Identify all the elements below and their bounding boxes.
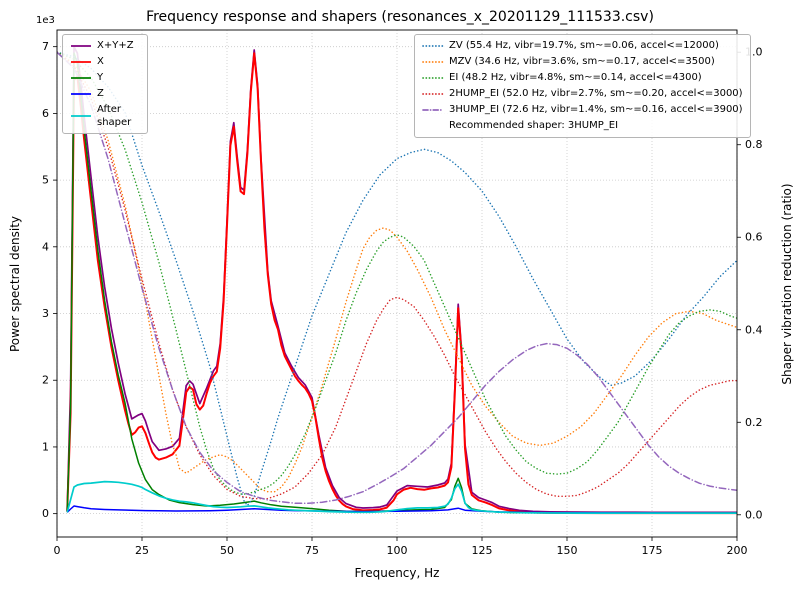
legend-entry-zv: ZV (55.4 Hz, vibr=19.7%, sm~=0.06, accel… [422, 39, 743, 52]
y-right-tick-label: 0.6 [745, 231, 763, 244]
x-tick-label: 100 [387, 544, 408, 557]
x-tick-label: 175 [642, 544, 663, 557]
legend-note: Recommended shaper: 3HUMP_EI [449, 120, 619, 131]
legend-psd: X+Y+Z X Y Z After shaper [62, 34, 148, 134]
axis-ticks [53, 46, 741, 541]
series-ei [57, 51, 737, 495]
x-tick-label: 0 [54, 544, 61, 557]
x-tick-label: 150 [557, 544, 578, 557]
y-right-tick-label: 0.2 [745, 416, 763, 429]
y-axis-offset-text: 1e3 [36, 15, 55, 26]
legend-line-sample [422, 60, 444, 63]
left-axis-label: Power spectral density [8, 215, 22, 353]
legend-line-sample [71, 92, 91, 95]
series-mzv [57, 51, 737, 493]
y-left-tick-label: 2 [42, 374, 49, 387]
legend-line-sample [422, 44, 444, 47]
legend-entry-2hump_ei: 2HUMP_EI (52.0 Hz, vibr=2.7%, sm~=0.20, … [422, 87, 743, 100]
legend-line-sample [422, 92, 444, 95]
legend-entry-sum: X+Y+Z [70, 39, 140, 52]
y-right-tick-label: 0.0 [745, 508, 763, 521]
y-right-tick-label: 0.8 [745, 138, 763, 151]
y-left-tick-label: 0 [42, 507, 49, 520]
x-tick-label: 125 [472, 544, 493, 557]
y-right-tick-label: 0.4 [745, 323, 763, 336]
x-axis-label: Frequency, Hz [354, 566, 440, 580]
y-left-tick-label: 7 [42, 40, 49, 53]
legend-label: Z [97, 88, 104, 99]
legend-line-sample [422, 76, 444, 79]
y-left-tick-label: 1 [42, 440, 49, 453]
series-group [57, 45, 737, 515]
legend-shapers: ZV (55.4 Hz, vibr=19.7%, sm~=0.06, accel… [414, 34, 751, 138]
legend-label: 2HUMP_EI (52.0 Hz, vibr=2.7%, sm~=0.20, … [449, 88, 743, 99]
y-left-tick-label: 3 [42, 307, 49, 320]
series-3hump_ei [57, 51, 737, 504]
y-left-tick-label: 6 [42, 107, 49, 120]
chart-title: Frequency response and shapers (resonanc… [146, 9, 654, 25]
x-tick-label: 25 [135, 544, 149, 557]
legend-label: 3HUMP_EI (72.6 Hz, vibr=1.4%, sm~=0.16, … [449, 104, 743, 115]
tick-labels: 0 25 50 75 100 125 150 175 200 0 1 2 3 4 5 6 7 0.0 0.2 0.4 0… [42, 40, 763, 557]
legend-label: Y [97, 72, 104, 83]
series-x [66, 52, 737, 515]
legend-line-sample [71, 44, 91, 47]
legend-label: After shaper [97, 104, 132, 128]
legend-label: MZV (34.6 Hz, vibr=3.6%, sm~=0.17, accel… [449, 56, 715, 67]
legend-entry-z: Z [70, 87, 140, 100]
x-tick-label: 50 [220, 544, 234, 557]
series-after_shaper [66, 480, 737, 514]
x-tick-label: 75 [305, 544, 319, 557]
legend-line-sample [71, 115, 91, 117]
legend-label: X [97, 56, 104, 67]
series-2hump_ei [57, 51, 737, 500]
legend-label: ZV (55.4 Hz, vibr=19.7%, sm~=0.06, accel… [449, 40, 719, 51]
x-tick-label: 200 [727, 544, 748, 557]
legend-entry-x: X [70, 55, 140, 68]
legend-entry-ei: EI (48.2 Hz, vibr=4.8%, sm~=0.14, accel<… [422, 71, 743, 84]
legend-entry-y: Y [70, 71, 140, 84]
legend-label: EI (48.2 Hz, vibr=4.8%, sm~=0.14, accel<… [449, 72, 702, 83]
legend-label: X+Y+Z [97, 40, 134, 51]
right-axis-label: Shaper vibration reduction (ratio) [780, 183, 794, 385]
legend-entry-3hump_ei: 3HUMP_EI (72.6 Hz, vibr=1.4%, sm~=0.16, … [422, 103, 743, 116]
y-left-tick-label: 4 [42, 240, 49, 253]
legend-line-sample [71, 60, 91, 63]
legend-line-sample [422, 108, 444, 111]
legend-line-sample [71, 76, 91, 79]
legend-entry-after_shaper: After shaper [70, 103, 140, 129]
legend-entry-mzv: MZV (34.6 Hz, vibr=3.6%, sm~=0.17, accel… [422, 55, 743, 68]
y-left-tick-label: 5 [42, 174, 49, 187]
